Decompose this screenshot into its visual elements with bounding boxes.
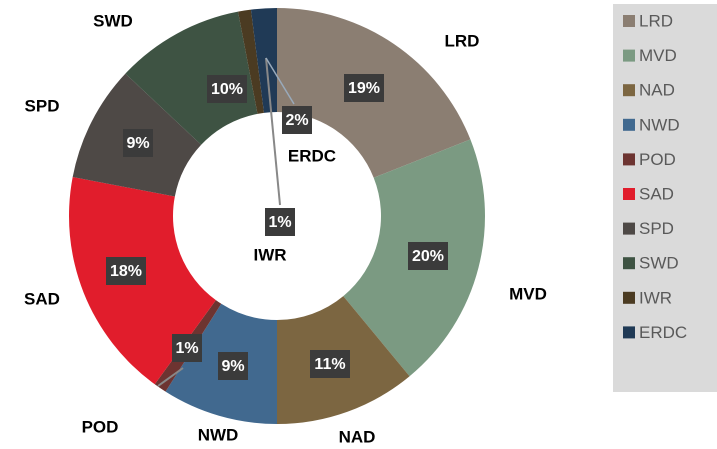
legend-swatch	[623, 15, 635, 27]
category-label: NWD	[198, 425, 239, 444]
legend-swatch	[623, 188, 635, 200]
data-label: 9%	[126, 135, 149, 152]
legend-swatch	[623, 118, 635, 131]
slice	[125, 11, 258, 145]
category-label: IWR	[253, 245, 286, 264]
slice	[250, 8, 277, 113]
legend-swatch	[623, 222, 635, 235]
data-label: 19%	[348, 80, 380, 97]
data-label: 11%	[314, 356, 345, 373]
legend-swatch	[623, 153, 635, 166]
legend-label: LRD	[639, 11, 673, 30]
data-label: 20%	[412, 248, 444, 265]
legend-swatch	[623, 84, 635, 97]
data-label-box	[282, 106, 312, 134]
data-label-box	[172, 334, 202, 362]
legend-label: SWD	[639, 254, 679, 273]
data-label-box	[265, 208, 295, 236]
data-label-box	[310, 350, 350, 378]
legend-swatch	[623, 257, 635, 270]
data-label: 2%	[285, 112, 308, 129]
slice	[238, 9, 264, 114]
category-label: SPD	[25, 96, 60, 115]
legend-label: IWR	[639, 288, 672, 307]
category-label: NAD	[339, 427, 376, 446]
legend-label: POD	[639, 150, 676, 169]
data-label-box	[123, 129, 153, 157]
legend-label: NWD	[639, 115, 680, 134]
data-label-box	[344, 74, 384, 102]
legend-swatch	[623, 49, 635, 62]
category-label: LRD	[445, 31, 480, 50]
leader-line	[157, 367, 184, 387]
data-label-box	[408, 242, 448, 270]
category-label: POD	[82, 417, 119, 436]
legend-label: MVD	[639, 46, 677, 65]
data-label: 1%	[175, 340, 198, 357]
leader-line	[265, 57, 281, 206]
leader-line	[265, 57, 295, 105]
data-label: 9%	[221, 358, 244, 375]
data-label: 1%	[268, 214, 291, 231]
legend-label: SAD	[639, 184, 674, 203]
category-label: ERDC	[288, 146, 336, 165]
legend-swatch	[623, 291, 635, 304]
data-label: 18%	[110, 263, 142, 280]
legend-swatch	[623, 326, 635, 339]
legend-label: NAD	[639, 81, 675, 100]
data-label-box	[218, 352, 248, 380]
data-label: 10%	[211, 81, 243, 98]
legend-label: ERDC	[639, 323, 687, 342]
category-label: MVD	[509, 284, 547, 303]
data-label-box	[207, 75, 247, 103]
category-label: SAD	[24, 289, 60, 308]
legend-label: SPD	[639, 219, 674, 238]
data-label-box	[106, 257, 146, 285]
category-label: SWD	[93, 11, 133, 30]
